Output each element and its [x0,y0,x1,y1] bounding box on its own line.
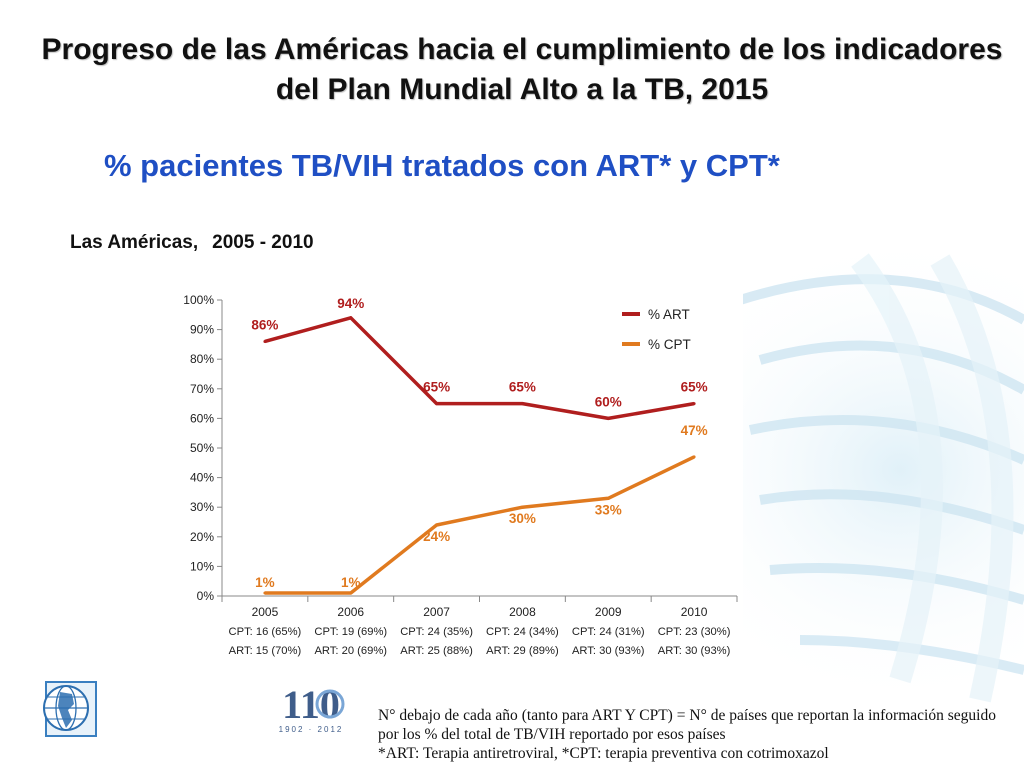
data-label-cpt: 47% [681,423,708,438]
data-point-art [606,416,610,420]
legend-label-cpt: % CPT [648,337,691,352]
y-tick-label: 0% [197,589,215,603]
region-label: Las Américas, [70,232,199,253]
data-point-cpt [520,505,524,509]
y-tick-label: 20% [190,530,214,544]
data-point-art [520,402,524,406]
paho-globe-logo [43,681,97,737]
period-label: 2005 - 2010 [212,232,314,253]
data-point-art [349,316,353,320]
x-category-note-cpt: CPT: 19 (69%) [314,626,387,638]
x-category-note-art: ART: 30 (93%) [572,645,645,657]
footnote-line-1: N° debajo de cada año (tanto para ART Y … [378,707,996,743]
anniversary-years: 1902 · 2012 [279,725,344,734]
slide-title: Progreso de las Américas hacia el cumpli… [41,33,1003,106]
x-tick-label: 2008 [509,605,536,619]
data-point-art [692,402,696,406]
data-label-art: 65% [681,380,708,395]
x-category-note-cpt: CPT: 24 (35%) [400,626,473,638]
y-tick-label: 100% [183,293,214,307]
line-chart-panel: 0% 10% 20% 30% 40% 50% 60% 70% 80% 90% 100% 2005 CPT… [162,286,743,666]
y-tick-label: 40% [190,471,214,485]
anniversary-110-logo: 110 1902 · 2012 [279,682,345,734]
x-tick-label: 2009 [595,605,622,619]
data-label-cpt: 30% [509,511,536,526]
x-category-note-art: ART: 25 (88%) [400,645,473,657]
data-label-art: 65% [423,380,450,395]
data-label-art: 86% [251,317,278,332]
data-label-cpt: 24% [423,529,450,544]
y-tick-label: 10% [190,559,214,573]
legend-label-art: % ART [648,307,690,322]
y-tick-label: 70% [190,382,214,396]
chart-subtitle: % pacientes TB/VIH tratados con ART* y C… [104,148,780,183]
y-tick-label: 80% [190,352,214,366]
data-label-cpt: 33% [595,502,622,517]
x-category-note-art: ART: 20 (69%) [314,645,387,657]
x-category-note-art: ART: 29 (89%) [486,645,559,657]
data-point-art [435,402,439,406]
x-category-note-art: ART: 15 (70%) [229,645,302,657]
x-category-note-cpt: CPT: 24 (34%) [486,626,559,638]
y-tick-label: 50% [190,441,214,455]
data-label-art: 94% [337,296,364,311]
x-tick-label: 2006 [337,605,364,619]
anniversary-number: 110 [282,682,340,727]
data-label-art: 65% [509,380,536,395]
data-point-cpt [263,591,267,595]
data-point-cpt [692,455,696,459]
x-tick-label: 2005 [252,605,279,619]
data-point-cpt [435,523,439,527]
region-period-label: Las Américas, 2005 - 2010 [70,232,314,254]
y-tick-label: 90% [190,323,214,337]
line-chart: 0% 10% 20% 30% 40% 50% 60% 70% 80% 90% 100% 2005 CPT… [183,293,738,657]
y-tick-label: 30% [190,500,214,514]
x-category-note-cpt: CPT: 16 (65%) [229,626,302,638]
x-category-note-art: ART: 30 (93%) [658,645,731,657]
data-label-cpt: 1% [341,575,361,590]
data-point-art [263,339,267,343]
series-line-art [264,316,695,421]
x-category-note-cpt: CPT: 23 (30%) [658,626,731,638]
data-label-art: 60% [595,394,622,409]
x-category-note-cpt: CPT: 24 (31%) [572,626,645,638]
footnote: N° debajo de cada año (tanto para ART Y … [378,706,996,763]
data-label-cpt: 1% [255,575,275,590]
y-tick-label: 60% [190,411,214,425]
x-tick-label: 2010 [681,605,708,619]
x-tick-label: 2007 [423,605,450,619]
series-line-cpt [264,455,695,595]
footnote-line-2: *ART: Terapia antiretroviral, *CPT: tera… [378,745,829,762]
data-point-cpt [349,591,353,595]
data-point-cpt [606,496,610,500]
